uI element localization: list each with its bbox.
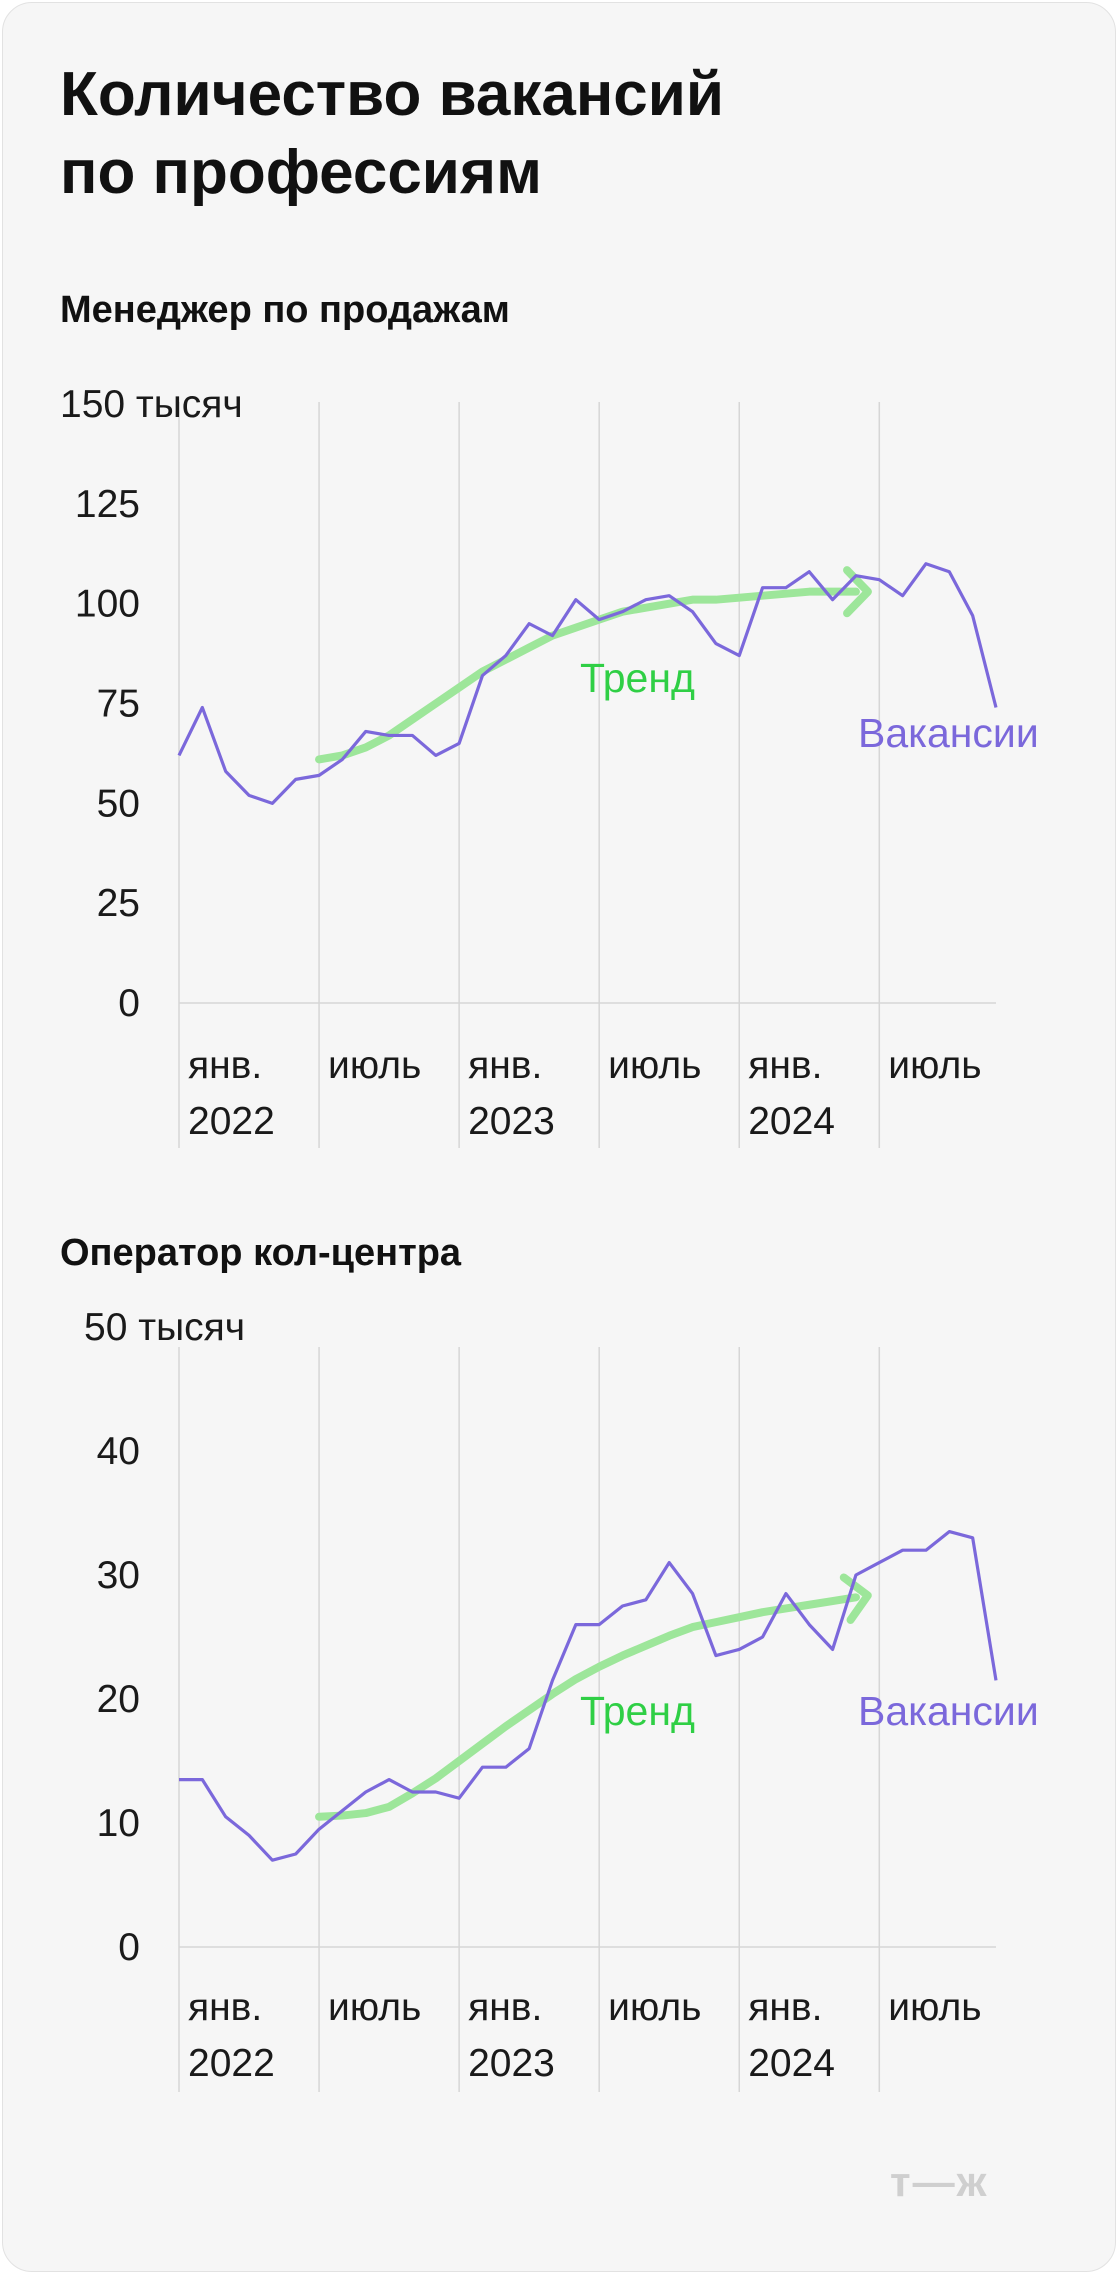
x-tick-label: янв.: [188, 1986, 262, 2029]
x-tick-label: янв.: [188, 1044, 262, 1087]
x-tick-label-year: 2024: [748, 1100, 835, 1143]
y-tick-label: 150 тысяч: [60, 383, 243, 426]
x-tick-label: июль: [888, 1044, 981, 1087]
y-tick-label: 75: [97, 683, 140, 726]
x-tick-label: янв.: [748, 1986, 822, 2029]
y-tick-label: 20: [97, 1678, 140, 1721]
vacancies-label: Вакансии: [858, 1688, 1039, 1734]
page-title: Количество вакансий по профессиям: [60, 60, 725, 207]
y-tick-label: 40: [97, 1430, 140, 1473]
x-tick-label-year: 2024: [748, 2042, 835, 2085]
y-tick-label: 25: [97, 882, 140, 925]
trend-line: [315, 587, 860, 764]
chart-subtitle: Менеджер по продажам: [60, 289, 510, 331]
chart-call-center-operator: Оператор кол-центра 0 10 20 30 40 50 тысяч янв…: [60, 1232, 1039, 2092]
x-tick-label: июль: [328, 1986, 421, 2029]
trend-label: Тренд: [580, 1688, 695, 1734]
x-tick-label: янв.: [468, 1986, 542, 2029]
x-tick-label-year: 2023: [468, 1100, 555, 1143]
vacancies-line: [177, 562, 998, 805]
y-tick-label: 50: [97, 782, 140, 825]
x-tick-label-year: 2022: [188, 2042, 275, 2085]
x-tick-label-year: 2023: [468, 2042, 555, 2085]
x-tick-label: июль: [608, 1044, 701, 1087]
vacancies-label: Вакансии: [858, 710, 1039, 756]
y-tick-label: 30: [97, 1554, 140, 1597]
y-tick-label: 50 тысяч: [84, 1306, 245, 1349]
y-tick-label: 10: [97, 1802, 140, 1845]
y-tick-label: 125: [75, 483, 140, 526]
y-tick-label: 0: [118, 1926, 140, 1969]
chart-sales-manager: Менеджер по продажам 0 25 50 75 100 125 150 ты…: [60, 289, 1039, 1148]
chart-subtitle: Оператор кол-центра: [60, 1232, 462, 1274]
trend-line: [315, 1593, 860, 1821]
x-tick-label: янв.: [468, 1044, 542, 1087]
x-tick-label-year: 2022: [188, 1100, 275, 1143]
x-tick-label: июль: [888, 1986, 981, 2029]
x-tick-label: янв.: [748, 1044, 822, 1087]
vacancies-line: [179, 1529, 998, 1862]
trend-label: Тренд: [580, 655, 695, 701]
x-tick-label: июль: [608, 1986, 701, 2029]
y-tick-label: 100: [75, 583, 140, 626]
brand-logo: т—ж: [890, 2158, 989, 2205]
y-tick-label: 0: [118, 982, 140, 1025]
x-tick-label: июль: [328, 1044, 421, 1087]
